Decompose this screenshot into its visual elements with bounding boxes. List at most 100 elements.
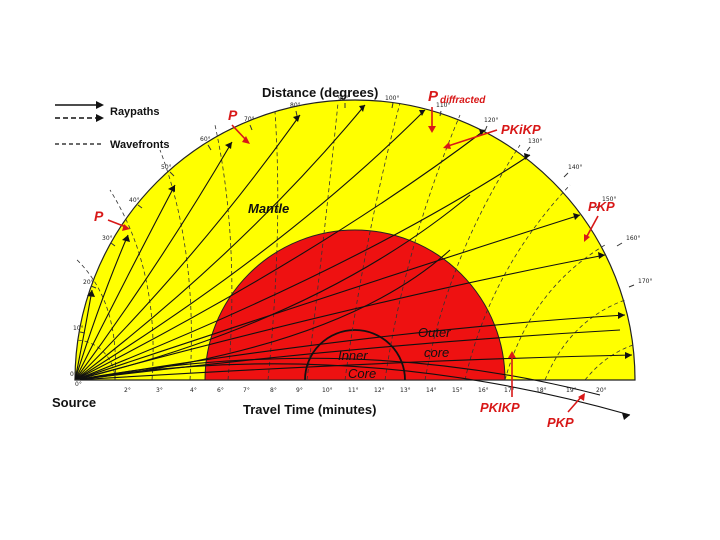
time-tick-label: 3°	[156, 387, 163, 394]
arrowhead	[479, 129, 485, 136]
mantle-label: Mantle	[248, 201, 289, 216]
source-label: Source	[52, 395, 96, 410]
time-tick-label: 14°	[426, 387, 437, 394]
raypath	[74, 114, 301, 381]
raypath	[74, 234, 129, 381]
raypath	[74, 154, 531, 381]
distance-tick-label: 50°	[161, 164, 172, 171]
distance-tick-label: 140°	[568, 164, 582, 171]
phase-label-pkikp-bottom: PKIKP	[480, 400, 520, 415]
wavefront	[214, 124, 233, 381]
distance-tick-label: 100°	[385, 95, 399, 102]
legend-wavefronts-label: Wavefronts	[110, 139, 170, 151]
distance-tick-label: 90°	[338, 95, 349, 102]
outer-core-label-line2: core	[424, 345, 449, 360]
raypath	[74, 129, 486, 381]
phase-label-pkp-right: PKP	[588, 199, 615, 214]
raypath	[74, 194, 471, 381]
distance-tick-label: 40°	[129, 197, 140, 204]
distance-tick-label: 80°	[290, 102, 301, 109]
raypath	[74, 314, 626, 381]
arrowhead	[359, 105, 365, 112]
distance-tick-label: 110°	[436, 102, 450, 109]
time-tick-label: 17°	[504, 387, 515, 394]
arrowhead	[87, 290, 95, 297]
distance-tick-label: 120°	[484, 117, 498, 124]
time-tick-label: 20°	[596, 387, 607, 394]
arrowhead	[625, 352, 632, 359]
wavefront	[306, 102, 339, 381]
legend-raypaths-label: Raypaths	[110, 106, 160, 118]
raypath	[74, 249, 451, 381]
raypath	[74, 363, 631, 416]
time-tick-label: 19°	[566, 387, 577, 394]
distance-tick-label: 10°	[73, 325, 84, 332]
phase-label-p-diffracted-sub: diffracted	[440, 95, 486, 106]
time-tick-label: 11°	[348, 387, 359, 394]
time-tick-label: 18°	[536, 387, 547, 394]
distance-tick-label: 60°	[200, 136, 211, 143]
legend-raypath-dashed-arrowhead	[96, 114, 104, 122]
wavefront	[584, 344, 634, 381]
arrowhead	[168, 185, 175, 192]
wavefront	[74, 257, 116, 381]
arrowhead	[122, 235, 130, 242]
distance-tick-label: 20°	[83, 279, 94, 286]
raypaths	[74, 104, 633, 416]
phase-label-pkikp-top: PKiKP	[501, 122, 541, 137]
distance-tick-labels: 0° 10° 20° 30° 40° 50° 60° 70° 80° 90° 1…	[70, 95, 652, 378]
arrowhead	[598, 252, 605, 259]
distance-tick-label: 130°	[528, 138, 542, 145]
distance-tick-label: 0°	[70, 371, 77, 378]
time-tick-label: 2°	[124, 387, 131, 394]
phase-label-p-diffracted: P	[428, 88, 439, 105]
arrowhead	[419, 110, 425, 116]
arrowhead	[618, 312, 625, 319]
raypath	[74, 357, 601, 396]
wavefront	[544, 299, 626, 381]
phase-label-pkp-bottom: PKP	[547, 415, 574, 430]
raypath	[74, 254, 606, 381]
raypath	[74, 141, 233, 381]
inner-core-label-line2: Core	[348, 366, 376, 381]
raypath	[74, 104, 366, 381]
phase-label-p-top: P	[228, 107, 238, 123]
outer-core-label-line1: Outer	[418, 325, 451, 340]
arrowhead	[225, 142, 232, 149]
time-tick-label: 8°	[270, 387, 277, 394]
time-tick-labels: 0° 2° 3° 4° 6° 7° 8° 9° 10° 11° 12° 13° …	[75, 381, 607, 394]
raypath	[74, 109, 426, 381]
distance-tick-label: 30°	[102, 235, 113, 242]
wavefront	[344, 102, 401, 381]
travel-time-axis-label: Travel Time (minutes)	[243, 402, 376, 417]
raypath	[74, 329, 621, 381]
time-tick-label: 6°	[217, 387, 224, 394]
arrowhead	[622, 413, 630, 420]
wavefront	[424, 144, 521, 381]
red-pointer-arrows	[107, 107, 599, 413]
distance-tick-label: 150°	[602, 196, 616, 203]
phase-label-p-left: P	[94, 208, 104, 224]
time-tick-label: 12°	[374, 387, 385, 394]
diagram-title: Distance (degrees)	[262, 85, 378, 100]
legend-raypath-arrowhead	[96, 101, 104, 109]
distance-tick-label: 160°	[626, 235, 640, 242]
time-tick-label: 0°	[75, 381, 82, 388]
arrowhead	[524, 153, 530, 160]
wavefront	[464, 184, 571, 381]
time-tick-label: 10°	[322, 387, 333, 394]
wavefront	[159, 149, 192, 381]
time-tick-label: 9°	[296, 387, 303, 394]
distance-tick-label: 70°	[244, 116, 255, 123]
time-tick-label: 16°	[478, 387, 489, 394]
raypath	[74, 354, 633, 381]
inner-core-label-line1: Inner	[338, 348, 368, 363]
arrowhead	[293, 115, 300, 122]
time-tick-label: 13°	[400, 387, 411, 394]
time-tick-label: 7°	[243, 387, 250, 394]
distance-tick-label: 170°	[638, 278, 652, 285]
legend: Raypaths Wavefronts	[55, 101, 170, 151]
time-tick-label: 15°	[452, 387, 463, 394]
raypath	[74, 214, 581, 381]
